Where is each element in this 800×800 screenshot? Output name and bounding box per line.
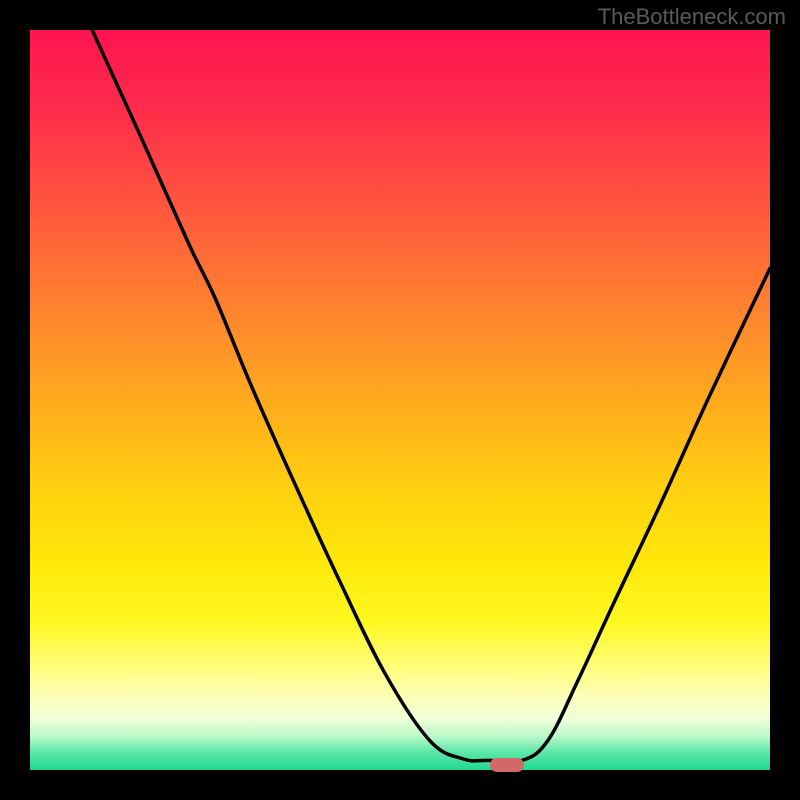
watermark-text: TheBottleneck.com xyxy=(598,4,786,30)
bottleneck-chart xyxy=(0,0,800,800)
optimal-marker xyxy=(490,758,524,772)
chart-container: TheBottleneck.com xyxy=(0,0,800,800)
